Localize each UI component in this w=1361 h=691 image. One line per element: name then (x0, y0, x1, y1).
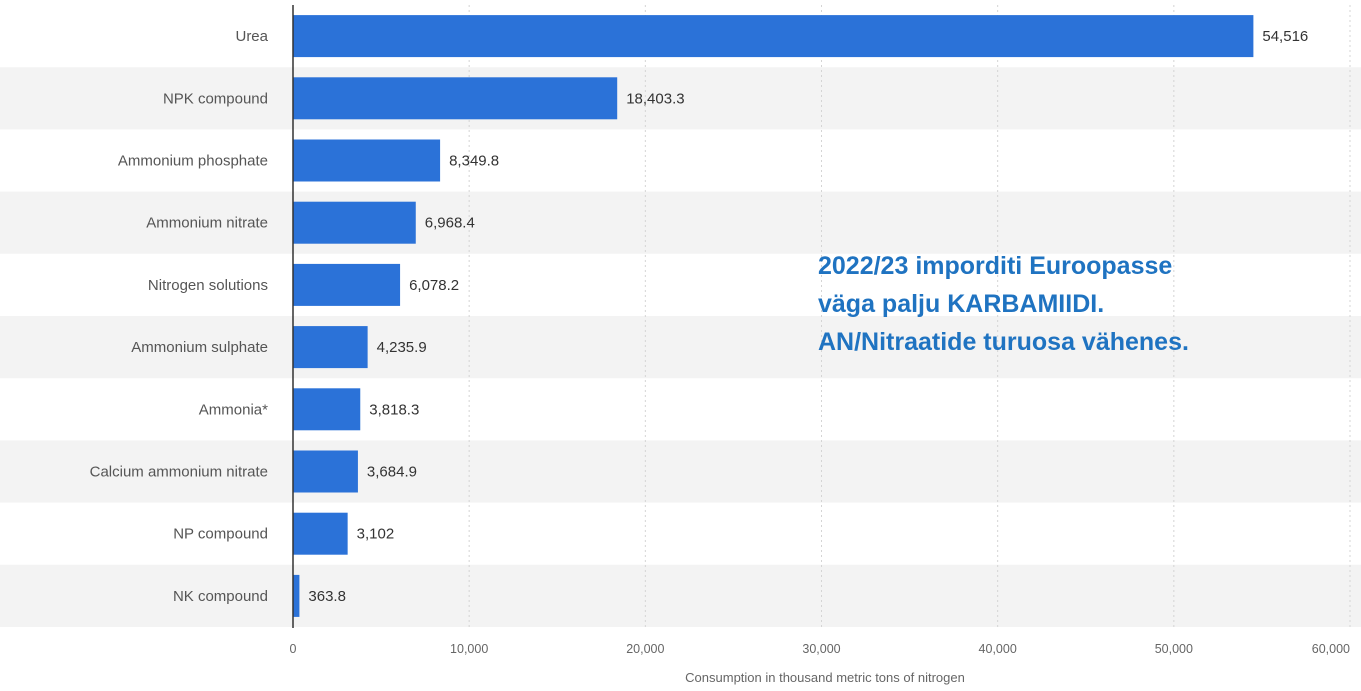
category-label: NK compound (173, 588, 268, 605)
annotation-line-3: AN/Nitraatide turuosa vähenes. (818, 328, 1189, 356)
bar (293, 326, 368, 369)
x-tick-labels: 0 10,000 20,000 30,000 40,000 50,000 60,000 (290, 642, 1351, 656)
value-labels: 54,516 18,403.3 8,349.8 6,968.4 6,078.2 4,235… (308, 28, 1308, 605)
x-tick-label: 50,000 (1155, 642, 1193, 656)
row-stripes (0, 67, 1361, 627)
value-label: 18,403.3 (626, 90, 684, 107)
bar (293, 77, 618, 120)
category-label: NPK compound (163, 90, 268, 107)
annotation-line-2: väga palju KARBAMIIDI. (818, 290, 1105, 318)
bar (293, 139, 441, 182)
value-label: 6,968.4 (425, 215, 475, 232)
bar (293, 388, 361, 431)
bar (293, 263, 401, 306)
x-tick-label: 40,000 (979, 642, 1017, 656)
value-label: 8,349.8 (449, 153, 499, 170)
value-label: 3,818.3 (369, 401, 419, 418)
bar (293, 201, 416, 244)
value-label: 363.8 (308, 588, 346, 605)
bar (293, 15, 1254, 58)
x-tick-label: 60,000 (1312, 642, 1350, 656)
row-stripe (0, 564, 1361, 627)
row-stripe (0, 440, 1361, 503)
bars (293, 15, 1254, 617)
category-label: Urea (235, 28, 268, 45)
category-label: NP compound (173, 526, 268, 543)
value-label: 3,102 (357, 526, 395, 543)
value-label: 3,684.9 (367, 464, 417, 481)
row-stripe (0, 316, 1361, 379)
value-label: 54,516 (1262, 28, 1308, 45)
x-tick-label: 0 (290, 642, 297, 656)
x-tick-label: 30,000 (802, 642, 840, 656)
x-axis-title: Consumption in thousand metric tons of n… (685, 670, 965, 685)
category-label: Calcium ammonium nitrate (90, 464, 268, 481)
x-tick-label: 20,000 (626, 642, 664, 656)
row-stripe (0, 191, 1361, 254)
category-label: Ammonium phosphate (118, 153, 268, 170)
bar (293, 450, 358, 493)
value-label: 6,078.2 (409, 277, 459, 294)
annotation-line-1: 2022/23 imporditi Euroopasse (818, 252, 1173, 280)
bar (293, 512, 348, 555)
bar (293, 574, 300, 617)
gridlines (468, 5, 1351, 627)
annotation-text: 2022/23 imporditi Euroopasse väga palju … (818, 247, 1358, 361)
value-label: 4,235.9 (377, 339, 427, 356)
category-label: Ammonium sulphate (131, 339, 268, 356)
x-tick-label: 10,000 (450, 642, 488, 656)
category-label: Ammonium nitrate (146, 215, 268, 232)
category-label: Ammonia* (199, 401, 268, 418)
category-label: Nitrogen solutions (148, 277, 268, 294)
category-labels: Urea NPK compound Ammonium phosphate Ammoni… (90, 28, 269, 605)
row-stripe (0, 67, 1361, 130)
